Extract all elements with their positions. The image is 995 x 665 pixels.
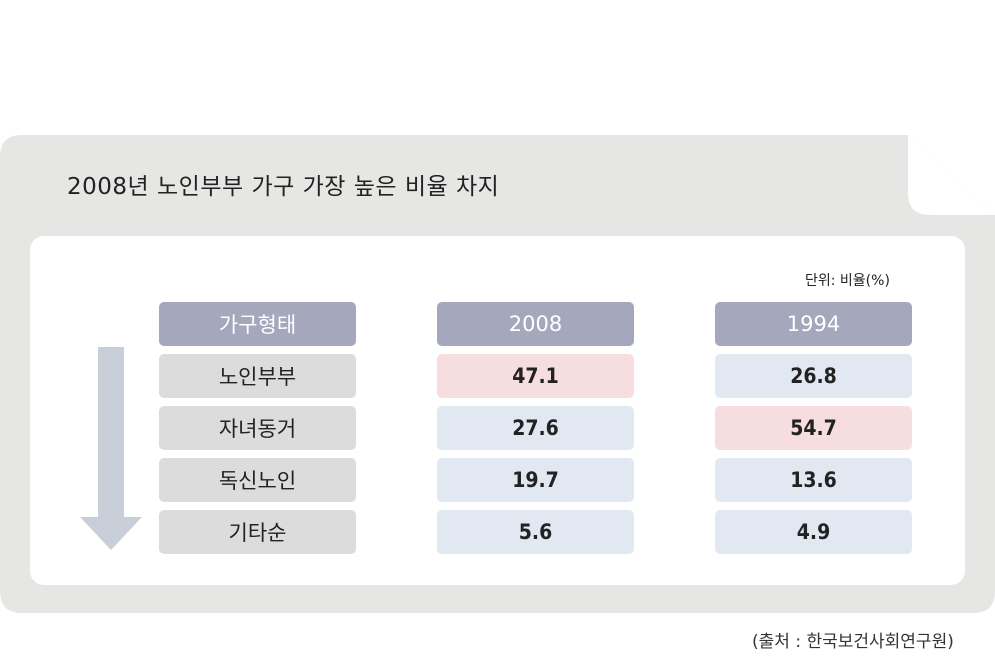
column-header-1994: 1994 <box>715 302 912 346</box>
value-cell-2008: 5.6 <box>437 510 634 554</box>
value-cell-1994: 54.7 <box>715 406 912 450</box>
value-cell-1994: 4.9 <box>715 510 912 554</box>
column-header-type: 가구형태 <box>159 302 356 346</box>
column-header-2008: 2008 <box>437 302 634 346</box>
row-label: 독신노인 <box>159 458 356 502</box>
row-label: 자녀동거 <box>159 406 356 450</box>
page-title: 2008년 노인부부 가구 가장 높은 비율 차지 <box>67 174 500 200</box>
value-cell-2008: 47.1 <box>437 354 634 398</box>
arrow-down-icon <box>80 347 142 550</box>
row-label: 기타순 <box>159 510 356 554</box>
unit-label: 단위: 비율(%) <box>805 273 890 289</box>
value-cell-2008: 27.6 <box>437 406 634 450</box>
value-cell-2008: 19.7 <box>437 458 634 502</box>
source-note: (출처 : 한국보건사회연구원) <box>752 632 954 652</box>
value-cell-1994: 26.8 <box>715 354 912 398</box>
value-cell-1994: 13.6 <box>715 458 912 502</box>
row-label: 노인부부 <box>159 354 356 398</box>
